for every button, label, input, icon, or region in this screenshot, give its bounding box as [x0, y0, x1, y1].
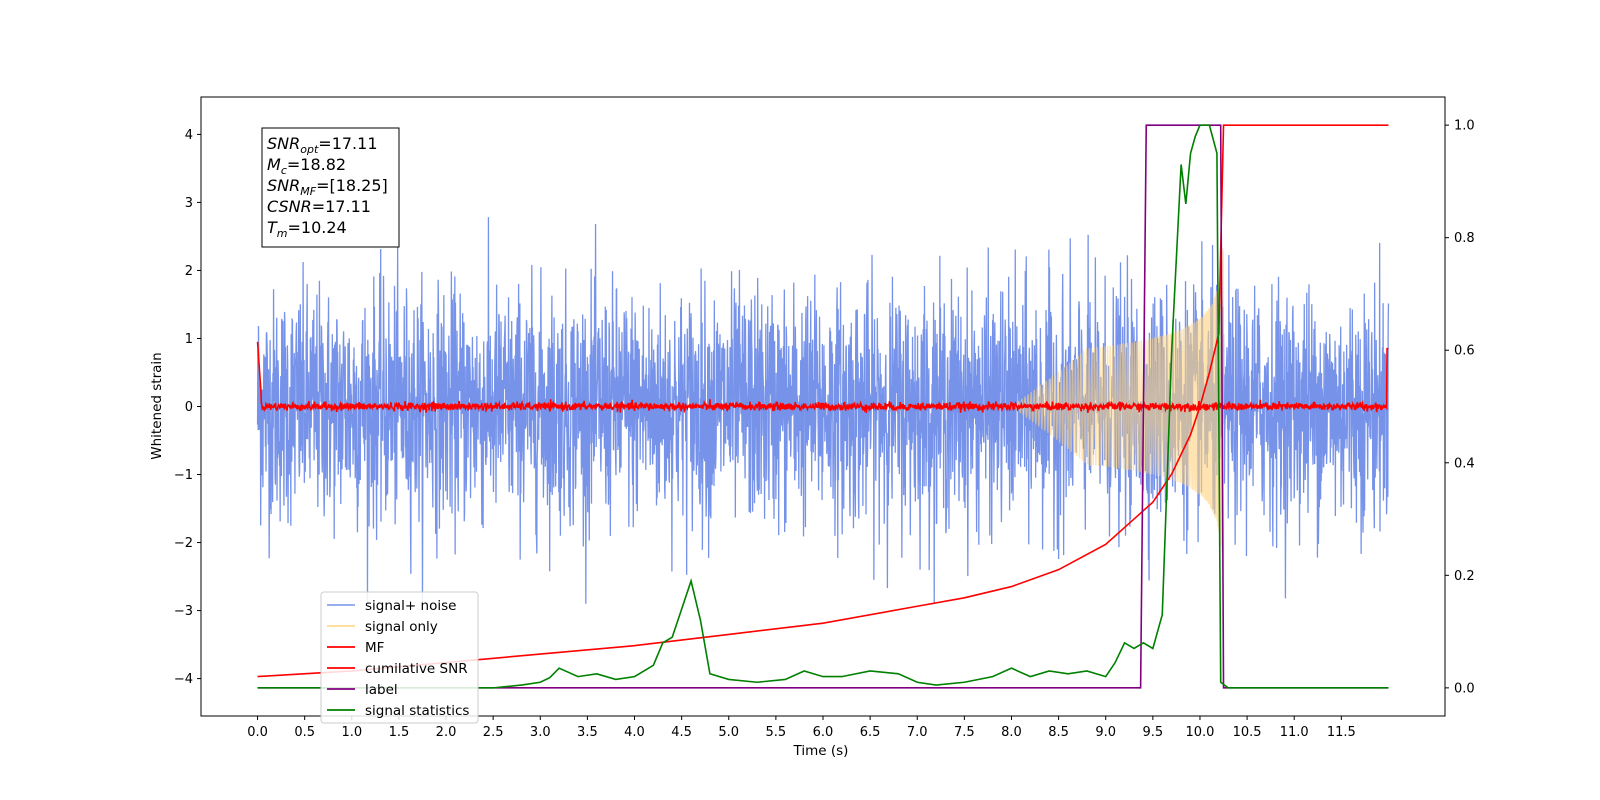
y-tick-label-left: 2: [185, 264, 193, 279]
y-tick-label-left: −4: [174, 672, 193, 687]
x-tick-label: 6.0: [813, 725, 834, 740]
y-axis-left: 4 3 2 1 0 −1 −2 −3 −4: [174, 128, 201, 687]
y-tick-label-right: 0.4: [1454, 456, 1475, 471]
annotation-frame: [261, 127, 400, 248]
y-tick-label-left: −1: [174, 468, 193, 483]
legend-label-mf: MF: [365, 640, 384, 656]
x-tick-label: 1.5: [389, 725, 410, 740]
y-tick-label-left: −2: [174, 536, 193, 551]
annotation-line: CSNR=17.11: [267, 197, 371, 216]
legend-label-cumilative-snr: cumilative SNR: [365, 661, 468, 677]
y-tick-label-right: 0.0: [1454, 681, 1475, 696]
y-tick-label-right: 0.2: [1454, 569, 1475, 584]
legend-label-signal-noise: signal+ noise: [365, 598, 456, 614]
legend-label-label: label: [365, 682, 398, 698]
x-tick-label: 5.0: [718, 725, 739, 740]
x-tick-label: 2.0: [436, 725, 457, 740]
x-tick-label: 11.0: [1280, 725, 1309, 740]
y-tick-label-right: 0.6: [1454, 344, 1475, 359]
y-tick-label-left: 4: [185, 128, 193, 143]
series-cumilative-snr: [257, 124, 1389, 678]
legend-label-signal-statistics: signal statistics: [365, 703, 469, 719]
x-tick-label: 6.5: [860, 725, 881, 740]
x-tick-label: 7.0: [907, 725, 928, 740]
legend-label-signal-only: signal only: [365, 619, 438, 635]
annotation-line: SNRopt=17.11: [267, 134, 378, 156]
y-tick-label-right: 0.8: [1454, 231, 1475, 246]
annotation-line: Tm=10.24: [267, 218, 347, 240]
x-axis: 0.0 0.5 1.0 1.5 2.0 2.5 3.0 3.5 4.0 4.5 5.0 5.5 6.0 6…: [247, 716, 1356, 740]
legend-frame: [320, 591, 479, 724]
annotation-line: Mc=18.82: [267, 155, 346, 177]
x-tick-label: 3.5: [577, 725, 598, 740]
x-tick-label: 2.5: [483, 725, 504, 740]
x-axis-title: Time (s): [793, 743, 849, 759]
x-tick-label: 8.0: [1001, 725, 1022, 740]
x-tick-label: 7.5: [954, 725, 975, 740]
series-layer: [256, 124, 1390, 689]
x-tick-label: 3.0: [530, 725, 551, 740]
x-tick-label: 4.0: [624, 725, 645, 740]
y-tick-label-left: 1: [185, 332, 193, 347]
series-signal-statistics: [257, 124, 1389, 689]
x-tick-label: 10.0: [1185, 725, 1214, 740]
x-tick-label: 4.5: [671, 725, 692, 740]
y-tick-label-left: 3: [185, 196, 193, 211]
y-axis-title: Whitened strain: [149, 352, 165, 459]
x-tick-label: 11.5: [1327, 725, 1356, 740]
series-signal-only: [1011, 248, 1225, 566]
x-tick-label: 9.0: [1095, 725, 1116, 740]
y-tick-label-right: 1.0: [1454, 119, 1475, 134]
x-tick-label: 5.5: [766, 725, 787, 740]
y-tick-label-left: −3: [174, 604, 193, 619]
x-tick-label: 9.5: [1143, 725, 1164, 740]
x-tick-label: 10.5: [1233, 725, 1262, 740]
x-tick-label: 1.0: [341, 725, 362, 740]
legend: signal+ noise signal only MF cumilative SNR…: [320, 591, 479, 724]
x-tick-label: 8.5: [1048, 725, 1069, 740]
annotation-box: SNRopt=17.11Mc=18.82SNRMF=[18.25]CSNR=17…: [261, 127, 400, 248]
x-tick-label: 0.5: [294, 725, 315, 740]
annotation-line: SNRMF=[18.25]: [267, 176, 388, 198]
x-tick-label: 0.0: [247, 725, 268, 740]
y-axis-right: 1.0 0.8 0.6 0.4 0.2 0.0: [1445, 119, 1475, 696]
y-tick-label-left: 0: [185, 400, 193, 415]
